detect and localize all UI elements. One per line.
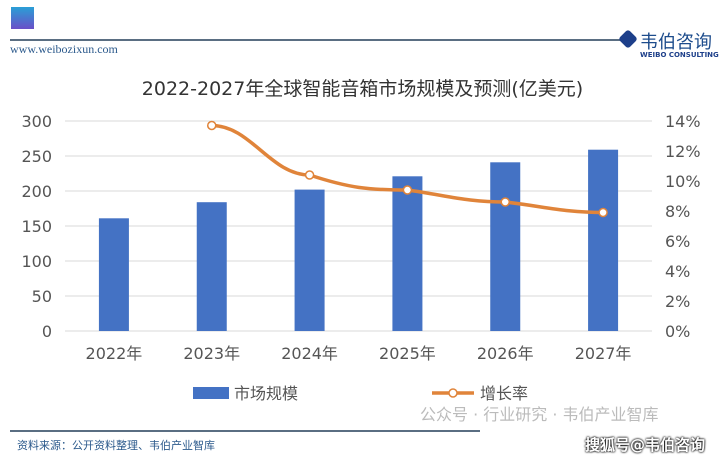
header-divider (10, 39, 622, 41)
y-right-tick-label: 0% (665, 322, 690, 341)
growth-line (211, 123, 604, 215)
y-right-tick-label: 12% (665, 142, 701, 161)
watermark-sohu: 搜狐号@韦伯咨询 (585, 436, 706, 454)
y-left-tick-label: 250 (21, 147, 52, 166)
y-right-tick-label: 8% (665, 202, 690, 221)
y-right-tick-label: 10% (665, 172, 701, 191)
watermark: 公众号 · 行业研究 · 韦伯产业智库 (420, 405, 659, 424)
logo-square (11, 7, 34, 29)
x-tick-label: 2022年 (86, 344, 143, 363)
y-left-tick-label: 200 (21, 182, 52, 201)
bar (588, 149, 619, 331)
bar (196, 202, 227, 331)
x-tick-label: 2025年 (379, 344, 436, 363)
brand-name: 韦伯咨询 (640, 32, 712, 52)
chart-title: 2022-2027年全球智能音箱市场规模及预测(亿美元) (141, 78, 584, 100)
growth-point (598, 207, 608, 218)
source-note: 资料来源：公开资料整理、韦伯产业智库 (17, 440, 215, 452)
legend-bar-label: 市场规模 (234, 384, 298, 403)
y-left-tick-label: 100 (21, 252, 52, 271)
x-tick-label: 2024年 (281, 344, 338, 363)
growth-point (207, 120, 217, 131)
footer-divider (10, 430, 480, 432)
growth-point (500, 197, 510, 207)
y-right-tick-label: 14% (665, 112, 701, 131)
y-right-tick-label: 2% (665, 292, 690, 311)
brand-name-en: WEIBO CONSULTING (640, 51, 719, 59)
website-url: www.weibozixun.com (10, 42, 118, 56)
y-left-tick-label: 150 (21, 217, 52, 236)
legend-line-marker (448, 388, 458, 398)
y-right-tick-label: 6% (665, 232, 690, 251)
bar (98, 218, 129, 331)
y-right-tick-label: 4% (665, 262, 690, 281)
y-left-tick-label: 50 (32, 287, 52, 306)
growth-point (304, 170, 315, 180)
legend-line-label: 增长率 (480, 384, 528, 403)
x-tick-label: 2026年 (477, 344, 534, 363)
y-left-tick-label: 0 (42, 322, 52, 341)
y-left-tick-label: 300 (21, 112, 52, 131)
x-tick-label: 2027年 (575, 344, 632, 363)
growth-point (402, 185, 413, 195)
bar (392, 176, 423, 331)
bar (294, 189, 325, 331)
legend-bar-swatch (193, 387, 229, 399)
bar (490, 162, 521, 331)
x-tick-label: 2023年 (183, 344, 240, 363)
